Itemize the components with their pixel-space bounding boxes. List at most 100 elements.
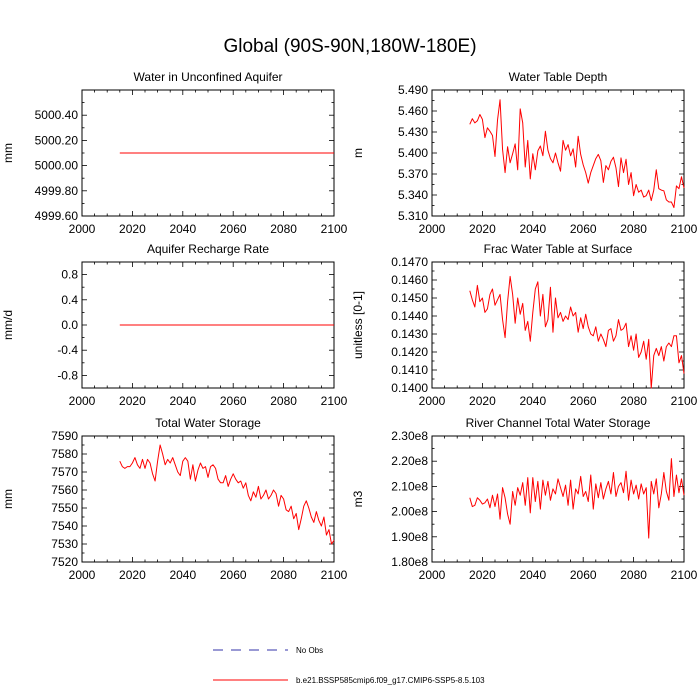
y-tick-label: 2.00e8: [391, 505, 428, 519]
x-tick-label: 2020: [469, 222, 496, 236]
series-line: [120, 445, 334, 544]
y-tick-label: 0.1470: [391, 255, 428, 269]
y-tick-label: 4999.80: [35, 184, 79, 198]
y-axis-label: mm/d: [1, 310, 15, 340]
x-tick-label: 2020: [119, 222, 146, 236]
x-tick-label: 2000: [419, 394, 446, 408]
x-tick-label: 2060: [570, 568, 597, 582]
y-tick-label: 5.370: [398, 167, 428, 181]
y-tick-label: 5000.00: [35, 159, 79, 173]
y-axis-label: unitless [0-1]: [351, 291, 365, 359]
y-tick-label: 0.1450: [391, 291, 428, 305]
y-tick-label: 0.8: [61, 268, 78, 282]
panel-title: Frac Water Table at Surface: [484, 242, 633, 256]
y-tick-label: 2.30e8: [391, 429, 428, 443]
x-tick-label: 2100: [321, 394, 348, 408]
x-tick-label: 2100: [671, 222, 698, 236]
x-tick-label: 2000: [419, 568, 446, 582]
legend: No Obs b.e21.BSSP585cmip6.f09_g17.CMIP6-…: [213, 646, 485, 685]
x-tick-label: 2040: [169, 222, 196, 236]
y-axis-label: mm: [1, 489, 15, 509]
y-tick-label: 7590: [51, 429, 78, 443]
y-tick-label: 0.1430: [391, 327, 428, 341]
panel-5: Total Water Storage mm 2000 2020 2040 2060 208…: [1, 416, 348, 582]
y-tick-label: 7560: [51, 483, 78, 497]
panel-title: Total Water Storage: [155, 416, 261, 430]
x-tick-label: 2100: [671, 568, 698, 582]
x-tick-label: 2000: [69, 568, 96, 582]
panel-1: Water in Unconfined Aquifer mm 2000 2020 204…: [1, 70, 348, 236]
y-tick-label: 7540: [51, 519, 78, 533]
y-tick-label: 4999.60: [35, 209, 79, 223]
panel-6: River Channel Total Water Storage m3 2000 2…: [351, 416, 698, 582]
plot-frame: [432, 90, 684, 216]
x-tick-label: 2060: [220, 222, 247, 236]
y-tick-label: 5000.20: [35, 133, 79, 147]
y-tick-label: 5.490: [398, 83, 428, 97]
y-tick-label: 7520: [51, 555, 78, 569]
x-tick-label: 2080: [270, 222, 297, 236]
y-tick-label: 7530: [51, 537, 78, 551]
x-tick-label: 2100: [671, 394, 698, 408]
x-tick-label: 2040: [519, 394, 546, 408]
x-tick-label: 2100: [321, 568, 348, 582]
legend-no-obs-label: No Obs: [296, 646, 323, 655]
y-axis-label: mm: [1, 143, 15, 163]
x-tick-label: 2020: [119, 394, 146, 408]
y-tick-label: 0.1460: [391, 273, 428, 287]
y-tick-label: 0.1420: [391, 345, 428, 359]
x-tick-label: 2080: [270, 394, 297, 408]
y-tick-label: 5.400: [398, 146, 428, 160]
panel-title: River Channel Total Water Storage: [466, 416, 651, 430]
y-tick-label: 5.460: [398, 104, 428, 118]
x-tick-label: 2040: [169, 568, 196, 582]
y-tick-label: 5.310: [398, 209, 428, 223]
panel-title: Water Table Depth: [509, 70, 608, 84]
y-tick-label: 0.1440: [391, 309, 428, 323]
x-tick-label: 2020: [469, 568, 496, 582]
x-tick-label: 2040: [519, 222, 546, 236]
y-tick-label: 5000.40: [35, 108, 79, 122]
y-tick-label: 1.80e8: [391, 555, 428, 569]
x-tick-label: 2060: [570, 394, 597, 408]
legend-model-label: b.e21.BSSP585cmip6.f09_g17.CMIP6-SSP5-8.…: [296, 676, 485, 685]
y-tick-label: 7570: [51, 465, 78, 479]
y-tick-label: 1.90e8: [391, 530, 428, 544]
x-tick-label: 2080: [620, 568, 647, 582]
y-tick-label: 7550: [51, 501, 78, 515]
panel-3: Aquifer Recharge Rate mm/d 2000 2020 2040 206…: [1, 242, 348, 408]
plot-frame: [82, 436, 334, 562]
x-tick-label: 2000: [69, 394, 96, 408]
x-tick-label: 2060: [570, 222, 597, 236]
panel-title: Water in Unconfined Aquifer: [134, 70, 283, 84]
panel-2: Water Table Depth m 2000 2020 2040 2060 2080 21…: [351, 70, 698, 236]
x-tick-label: 2100: [321, 222, 348, 236]
x-tick-label: 2040: [519, 568, 546, 582]
y-tick-label: 0.4: [61, 293, 78, 307]
x-tick-label: 2080: [620, 394, 647, 408]
y-tick-label: -0.4: [57, 343, 78, 357]
panel-title: Aquifer Recharge Rate: [147, 242, 269, 256]
x-tick-label: 2080: [620, 222, 647, 236]
x-tick-label: 2020: [469, 394, 496, 408]
y-tick-label: -0.8: [57, 368, 78, 382]
y-axis-label: m: [351, 148, 365, 158]
y-tick-label: 0.1400: [391, 381, 428, 395]
y-tick-label: 7580: [51, 447, 78, 461]
x-tick-label: 2000: [69, 222, 96, 236]
x-tick-label: 2060: [220, 568, 247, 582]
series-line: [470, 100, 684, 208]
y-tick-label: 0.0: [61, 318, 78, 332]
chart-canvas: Water in Unconfined Aquifer mm 2000 2020 204…: [0, 0, 700, 700]
x-tick-label: 2040: [169, 394, 196, 408]
series-line: [470, 459, 684, 538]
plot-frame: [432, 262, 684, 388]
x-tick-label: 2020: [119, 568, 146, 582]
y-tick-label: 5.340: [398, 188, 428, 202]
series-line: [470, 276, 684, 388]
y-tick-label: 5.430: [398, 125, 428, 139]
panel-4: Frac Water Table at Surface unitless [0-1…: [351, 242, 698, 408]
y-axis-label: m3: [351, 490, 365, 507]
y-tick-label: 2.20e8: [391, 454, 428, 468]
y-tick-label: 2.10e8: [391, 479, 428, 493]
